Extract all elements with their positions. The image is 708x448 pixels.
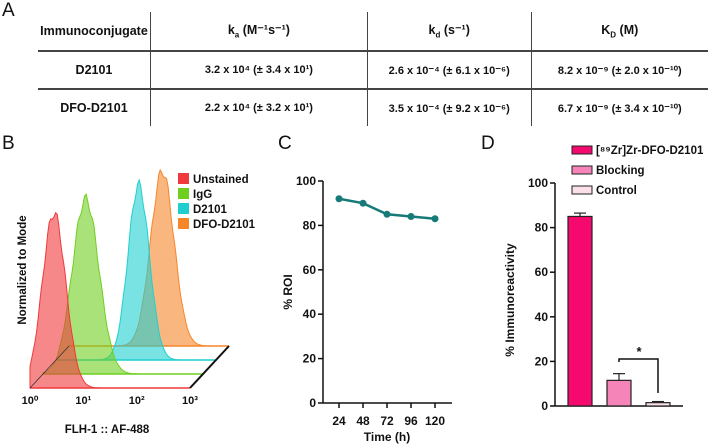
y-tick-label: 40 xyxy=(535,310,549,324)
bar-blocking xyxy=(606,379,632,407)
legend-swatch xyxy=(178,203,189,214)
table-row: DFO-D2101 2.2 x 10⁴ (± 3.2 x 10¹) 3.5 x … xyxy=(38,89,708,126)
cell-kd: 3.5 x 10⁻⁴ (± 9.2 x 10⁻⁶) xyxy=(366,89,532,126)
y-tick-label: 80 xyxy=(535,221,549,235)
legend-label: Blocking xyxy=(596,165,645,177)
cell-kd: 2.6 x 10⁻⁴ (± 6.1 x 10⁻⁶) xyxy=(366,51,532,90)
legend-label: D2101 xyxy=(193,204,227,216)
legend-label: DFO-D2101 xyxy=(193,219,256,231)
panel-label-d: D xyxy=(481,133,495,154)
legend-swatch xyxy=(571,185,593,195)
data-point xyxy=(407,213,415,221)
y-axis-label: Normalized to Mode xyxy=(17,215,29,324)
x-axis-label: Time (h) xyxy=(364,430,410,444)
legend-label: Unstained xyxy=(193,174,249,186)
y-tick-label: 40 xyxy=(303,307,317,321)
x-tick-label: 10³ xyxy=(182,395,198,407)
significance-bracket xyxy=(618,358,659,393)
depth-axis xyxy=(189,345,230,389)
y-axis-label: % ROI xyxy=(281,274,295,309)
bar-control xyxy=(645,402,671,407)
cell-ka: 2.2 x 10⁴ (± 3.2 x 10¹) xyxy=(149,89,368,126)
y-tick-label: 100 xyxy=(296,174,316,188)
x-tick-label: 10¹ xyxy=(75,395,91,407)
x-axis-label: FLH-1 :: AF-488 xyxy=(65,424,150,436)
cell-ka: 3.2 x 10⁴ (± 3.4 x 10¹) xyxy=(149,51,368,90)
y-tick-label: 0 xyxy=(309,396,316,410)
legend-swatch xyxy=(178,188,189,199)
legend-swatch xyxy=(178,173,189,184)
panel-label-c: C xyxy=(278,133,292,154)
legend-swatch xyxy=(571,165,593,175)
data-point xyxy=(335,195,343,203)
table-row: D2101 3.2 x 10⁴ (± 3.4 x 10¹) 2.6 x 10⁻⁴… xyxy=(38,51,708,90)
data-point xyxy=(359,199,367,207)
cell-KD: 6.7 x 10⁻⁹ (± 3.4 x 10⁻¹⁰) xyxy=(530,89,708,126)
table-header: Immunoconjugate ka (M⁻¹s⁻¹) kd (s⁻¹) KD … xyxy=(38,12,708,52)
cell-KD: 8.2 x 10⁻⁹ (± 2.0 x 10⁻¹⁰) xyxy=(530,51,708,90)
histogram-unstained xyxy=(29,211,190,389)
y-tick-label: 20 xyxy=(535,354,549,368)
y-tick-label: 80 xyxy=(303,218,317,232)
x-tick-label: 24 xyxy=(332,414,346,428)
x-tick-label: 10² xyxy=(129,395,145,407)
x-tick-label: 120 xyxy=(425,414,445,428)
header-KD: KD (M) xyxy=(530,12,708,52)
x-tick-label: 10⁰ xyxy=(22,395,39,407)
header-ka: ka (M⁻¹s⁻¹) xyxy=(149,12,368,52)
header-immunoconjugate: Immunoconjugate xyxy=(38,12,151,52)
y-tick-label: 60 xyxy=(535,265,549,279)
header-kd: kd (s⁻¹) xyxy=(366,12,532,52)
significance-star: * xyxy=(636,344,642,359)
cell-name: D2101 xyxy=(38,51,151,90)
histogram-igg xyxy=(42,193,203,375)
y-tick-label: 60 xyxy=(303,263,317,277)
x-tick-label: 48 xyxy=(356,414,370,428)
legend-label: [⁸⁹Zr]Zr-DFO-D2101 xyxy=(596,145,704,157)
y-tick-label: 20 xyxy=(303,352,317,366)
bar--zr-zr-dfo-d2101 xyxy=(567,215,593,407)
legend-label: Control xyxy=(596,185,637,197)
panel-label-b: B xyxy=(2,133,15,154)
kinetics-table: Immunoconjugate ka (M⁻¹s⁻¹) kd (s⁻¹) KD … xyxy=(38,12,708,126)
y-axis-label: % Immunoreactivity xyxy=(503,243,517,357)
x-tick-label: 72 xyxy=(380,414,394,428)
legend-swatch xyxy=(571,145,593,155)
y-tick-label: 100 xyxy=(528,176,548,190)
legend-label: IgG xyxy=(193,189,212,201)
depth-axis xyxy=(29,345,70,389)
cell-name: DFO-D2101 xyxy=(60,101,128,115)
panel-label-a: A xyxy=(2,0,15,21)
data-point xyxy=(383,210,391,218)
x-tick-label: 96 xyxy=(404,414,418,428)
data-point xyxy=(431,215,439,223)
legend-swatch xyxy=(178,218,189,229)
y-tick-label: 0 xyxy=(541,399,548,413)
